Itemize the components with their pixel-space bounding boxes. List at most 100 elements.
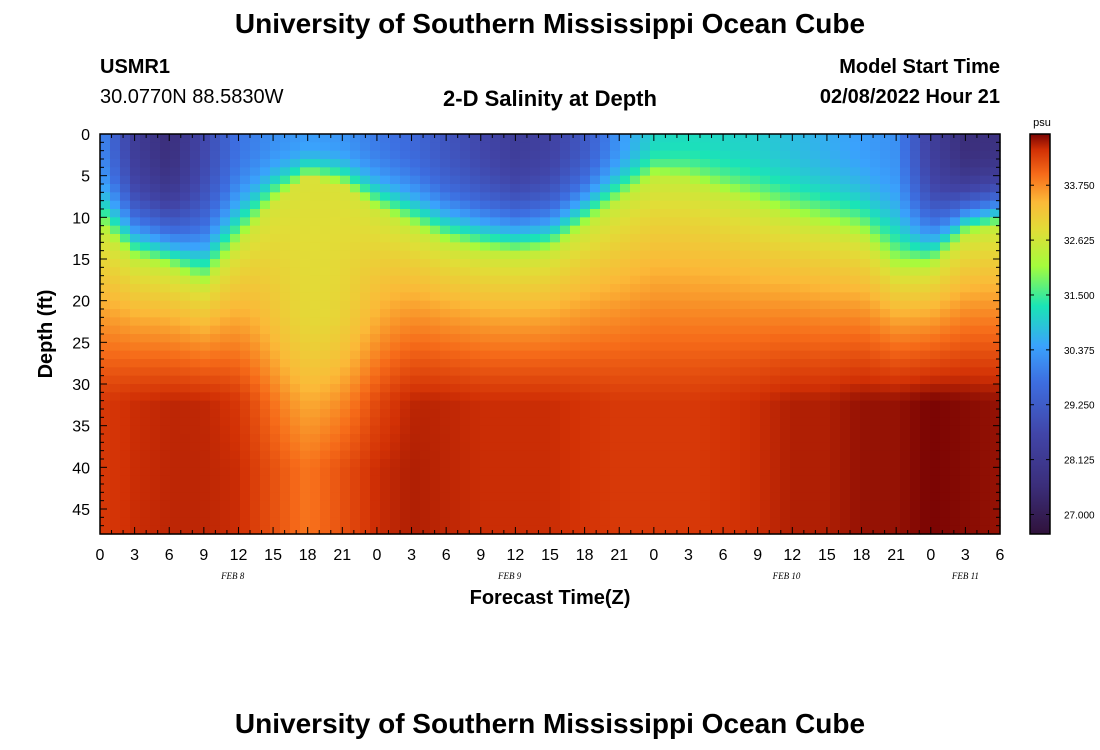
heatmap-cell xyxy=(340,325,351,335)
heatmap-cell xyxy=(730,192,741,202)
heatmap-cell xyxy=(920,250,931,260)
heatmap-cell xyxy=(690,250,701,260)
heatmap-cell xyxy=(130,409,141,418)
heatmap-cell xyxy=(620,184,631,193)
heatmap-cell xyxy=(870,175,881,185)
heatmap-cell xyxy=(220,509,231,518)
heatmap-cell xyxy=(550,342,561,352)
heatmap-cell xyxy=(510,417,521,427)
heatmap-cell xyxy=(460,350,471,360)
heatmap-cell xyxy=(330,284,341,293)
heatmap-cell xyxy=(240,500,251,510)
heatmap-cell xyxy=(350,350,361,360)
heatmap-cell xyxy=(990,325,1001,335)
heatmap-cell xyxy=(260,225,271,235)
heatmap-cell xyxy=(780,467,791,477)
heatmap-cell xyxy=(260,400,271,410)
heatmap-cell xyxy=(460,392,471,402)
heatmap-cell xyxy=(710,275,721,285)
heatmap-cell xyxy=(440,442,451,452)
heatmap-cell xyxy=(450,217,461,227)
heatmap-cell xyxy=(460,142,471,152)
heatmap-cell xyxy=(190,150,201,160)
heatmap-cell xyxy=(960,159,971,168)
heatmap-cell xyxy=(160,234,171,243)
heatmap-cell xyxy=(990,392,1001,402)
heatmap-cell xyxy=(200,475,211,485)
heatmap-cell xyxy=(350,284,361,293)
heatmap-cell xyxy=(550,209,561,218)
heatmap-cell xyxy=(310,359,321,368)
heatmap-cell xyxy=(840,484,851,493)
heatmap-cell xyxy=(820,309,831,318)
heatmap-cell xyxy=(550,200,561,210)
heatmap-cell xyxy=(540,442,551,452)
heatmap-cell xyxy=(710,334,721,343)
heatmap-cell xyxy=(160,150,171,160)
heatmap-cell xyxy=(440,484,451,493)
heatmap-cell xyxy=(760,450,771,460)
heatmap-cell xyxy=(610,425,621,435)
heatmap-cell xyxy=(840,400,851,410)
heatmap-cell xyxy=(250,225,261,235)
heatmap-cell xyxy=(480,484,491,493)
heatmap-cell xyxy=(350,434,361,443)
heatmap-cell xyxy=(870,475,881,485)
heatmap-cell xyxy=(130,425,141,435)
heatmap-cell xyxy=(730,459,741,468)
heatmap-cell xyxy=(270,192,281,202)
heatmap-cell xyxy=(230,350,241,360)
heatmap-cell xyxy=(630,134,641,143)
heatmap-cell xyxy=(320,384,331,393)
heatmap-cell xyxy=(910,342,921,352)
heatmap-cell xyxy=(960,442,971,452)
heatmap-cell xyxy=(150,425,161,435)
heatmap-cell xyxy=(220,375,231,385)
heatmap-cell xyxy=(690,267,701,277)
heatmap-cell xyxy=(110,192,121,202)
heatmap-cell xyxy=(190,242,201,252)
heatmap-cell xyxy=(800,525,811,535)
heatmap-cell xyxy=(720,309,731,318)
heatmap-cell xyxy=(130,284,141,293)
heatmap-cell xyxy=(680,159,691,168)
heatmap-cell xyxy=(420,459,431,468)
heatmap-cell xyxy=(410,359,421,368)
heatmap-cell xyxy=(310,200,321,210)
heatmap-cell xyxy=(740,142,751,152)
heatmap-cell xyxy=(830,300,841,310)
heatmap-cell xyxy=(620,509,631,518)
heatmap-cell xyxy=(200,334,211,343)
heatmap-cell xyxy=(740,184,751,193)
heatmap-cell xyxy=(930,350,941,360)
heatmap-cell xyxy=(700,142,711,152)
heatmap-cell xyxy=(430,334,441,343)
heatmap-cell xyxy=(260,467,271,477)
heatmap-cell xyxy=(880,350,891,360)
heatmap-cell xyxy=(880,267,891,277)
heatmap-cell xyxy=(450,300,461,310)
heatmap-cell xyxy=(720,150,731,160)
heatmap-cell xyxy=(330,325,341,335)
heatmap-cell xyxy=(720,209,731,218)
heatmap-cell xyxy=(720,375,731,385)
heatmap-cell xyxy=(430,309,441,318)
heatmap-cell xyxy=(130,475,141,485)
heatmap-cell xyxy=(890,400,901,410)
heatmap-cell xyxy=(490,292,501,302)
heatmap-cell xyxy=(270,484,281,493)
heatmap-cell xyxy=(140,384,151,393)
heatmap-cell xyxy=(870,259,881,268)
heatmap-cell xyxy=(730,167,741,177)
heatmap-cell xyxy=(820,225,831,235)
heatmap-cell xyxy=(960,359,971,368)
heatmap-cell xyxy=(270,517,281,527)
heatmap-cell xyxy=(920,234,931,243)
heatmap-cell xyxy=(100,225,111,235)
heatmap-cell xyxy=(580,500,591,510)
heatmap-cell xyxy=(100,150,111,160)
footer-title: University of Southern Mississippi Ocean… xyxy=(234,708,866,739)
x-tick-label: 18 xyxy=(576,547,594,564)
heatmap-cell xyxy=(510,200,521,210)
heatmap-cell xyxy=(300,517,311,527)
